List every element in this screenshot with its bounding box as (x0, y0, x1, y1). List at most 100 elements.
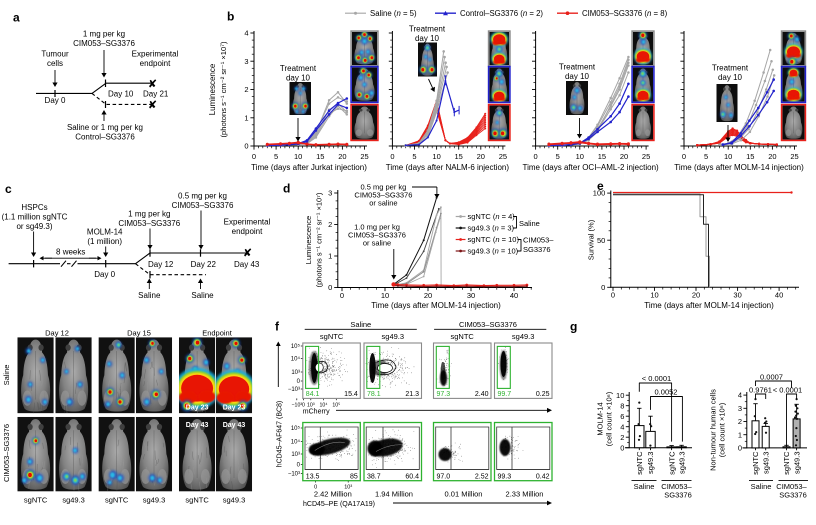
svg-text:99.7: 99.7 (498, 391, 512, 398)
svg-text:0: 0 (328, 283, 332, 292)
svg-text:10³: 10³ (307, 402, 315, 408)
svg-text:2.33 Million: 2.33 Million (506, 490, 544, 499)
svg-text:15.4: 15.4 (344, 391, 358, 398)
svg-text:endpoint: endpoint (140, 59, 171, 68)
svg-text:13.5: 13.5 (306, 473, 320, 480)
svg-text:78.1: 78.1 (367, 391, 381, 398)
svg-text:20: 20 (424, 291, 432, 300)
svg-text:Time (days after Jurkat inject: Time (days after Jurkat injection) (251, 163, 367, 172)
svg-text:10: 10 (650, 291, 658, 300)
svg-text:Saline: Saline (350, 320, 371, 329)
svg-text:MOLM-14: MOLM-14 (596, 402, 605, 435)
svg-text:Day 43: Day 43 (223, 422, 246, 429)
svg-text:Endpoint: Endpoint (202, 329, 233, 338)
svg-text:sgNTC: sgNTC (451, 332, 475, 341)
svg-text:4: 4 (738, 391, 742, 400)
svg-text:99.3: 99.3 (498, 473, 512, 480)
svg-text:38.7: 38.7 (367, 473, 381, 480)
svg-text:1 mg per kg: 1 mg per kg (83, 30, 125, 39)
svg-text:a: a (13, 11, 20, 25)
svg-text:5: 5 (556, 152, 560, 161)
svg-text:Saline: Saline (2, 365, 11, 386)
svg-text:Day 21: Day 21 (143, 90, 169, 99)
svg-text:Day 23: Day 23 (186, 404, 209, 411)
svg-text:30: 30 (467, 291, 475, 300)
svg-text:Treatment: Treatment (409, 25, 446, 34)
svg-text:10⁵: 10⁵ (332, 402, 340, 408)
svg-text:50: 50 (597, 236, 605, 245)
svg-text:sg49.3: sg49.3 (761, 452, 770, 475)
svg-text:sg49.3: sg49.3 (62, 496, 85, 505)
svg-text:CIM053–SG3376: CIM053–SG3376 (73, 39, 135, 48)
svg-text:0.5 mg per kg: 0.5 mg per kg (178, 192, 227, 201)
svg-text:21.3: 21.3 (405, 391, 419, 398)
svg-text:0.0052: 0.0052 (655, 387, 678, 396)
svg-text:2: 2 (738, 417, 742, 426)
svg-text:10: 10 (724, 152, 732, 161)
svg-text:0: 0 (620, 443, 624, 452)
svg-text:5: 5 (274, 152, 278, 161)
svg-text:1: 1 (244, 113, 248, 122)
svg-text:Treatment: Treatment (712, 64, 749, 73)
svg-text:−10³: −10³ (292, 402, 303, 408)
svg-text:sg49.3: sg49.3 (792, 452, 801, 475)
svg-text:SG3376: SG3376 (779, 491, 807, 500)
svg-text:or saline: or saline (363, 239, 391, 248)
svg-text:15: 15 (455, 152, 463, 161)
svg-text:Luminescence: Luminescence (304, 216, 313, 264)
svg-text:Saline: Saline (519, 219, 540, 228)
svg-text:Day 10: Day 10 (108, 90, 134, 99)
svg-text:sgNTC: sgNTC (105, 496, 129, 505)
svg-text:4: 4 (620, 422, 624, 431)
svg-text:0: 0 (682, 152, 686, 161)
svg-text:(cell count ×10⁶): (cell count ×10⁶) (718, 402, 727, 457)
svg-text:0: 0 (738, 444, 742, 453)
svg-text:Saline: Saline (751, 482, 772, 491)
svg-text:2.40: 2.40 (475, 391, 489, 398)
svg-text:5: 5 (704, 152, 708, 161)
svg-text:0: 0 (252, 152, 256, 161)
svg-text:10: 10 (576, 152, 584, 161)
svg-text:Time (days after MOLM-14 injec: Time (days after MOLM-14 injection) (371, 301, 501, 310)
svg-text:10: 10 (294, 152, 302, 161)
svg-text:sgNTC: sgNTC (24, 496, 48, 505)
svg-text:d: d (283, 182, 290, 196)
svg-text:97.3: 97.3 (437, 391, 451, 398)
svg-text:MOLM-14: MOLM-14 (87, 228, 123, 237)
svg-text:b: b (227, 10, 234, 24)
svg-text:SG3376: SG3376 (523, 245, 551, 254)
svg-text:< 0.0001: < 0.0001 (773, 386, 802, 395)
svg-text:Saline: Saline (138, 291, 161, 300)
svg-text:30: 30 (733, 291, 741, 300)
svg-text:sgNTC: sgNTC (320, 332, 344, 341)
svg-text:Tumour: Tumour (41, 50, 69, 59)
svg-text:or saline: or saline (369, 199, 397, 208)
svg-text:endpoint: endpoint (232, 227, 263, 236)
svg-text:hCD45–PE (QA17A19): hCD45–PE (QA17A19) (303, 501, 375, 508)
svg-text:Time (days after NALM-6 inject: Time (days after NALM-6 injection) (386, 163, 510, 172)
svg-text:2.42 Million: 2.42 Million (314, 490, 352, 499)
svg-text:0.01 Million: 0.01 Million (445, 490, 483, 499)
svg-text:20: 20 (692, 291, 700, 300)
svg-text:2: 2 (328, 220, 332, 229)
svg-text:Saline (n = 5): Saline (n = 5) (370, 9, 417, 18)
svg-text:sgNTC: sgNTC (751, 451, 760, 475)
svg-text:97.0: 97.0 (437, 473, 451, 480)
svg-text:(1 million): (1 million) (87, 237, 122, 246)
svg-text:Day 12: Day 12 (148, 260, 174, 269)
svg-text:40: 40 (775, 291, 783, 300)
svg-text:Day 0: Day 0 (94, 270, 115, 279)
svg-text:✘: ✘ (243, 248, 252, 260)
svg-text:−10³: −10³ (288, 387, 300, 393)
svg-text:(1.1 million sgNTC: (1.1 million sgNTC (2, 213, 68, 222)
svg-text:3: 3 (244, 57, 248, 66)
svg-text:sg49.3 (n = 10): sg49.3 (n = 10) (468, 247, 519, 256)
svg-text:CIM053–SG3376: CIM053–SG3376 (118, 219, 180, 228)
svg-text:CIM053–SG3376: CIM053–SG3376 (459, 320, 517, 329)
svg-text:−10³: −10³ (288, 472, 300, 478)
svg-text:sg49.3 (n = 3): sg49.3 (n = 3) (468, 224, 515, 233)
svg-text:Non-tumour human cells: Non-tumour human cells (709, 389, 718, 471)
svg-text:< 0.0001: < 0.0001 (642, 374, 671, 383)
svg-text:15: 15 (316, 152, 324, 161)
svg-text:hCD45–AF647 (BC8): hCD45–AF647 (BC8) (277, 401, 284, 468)
